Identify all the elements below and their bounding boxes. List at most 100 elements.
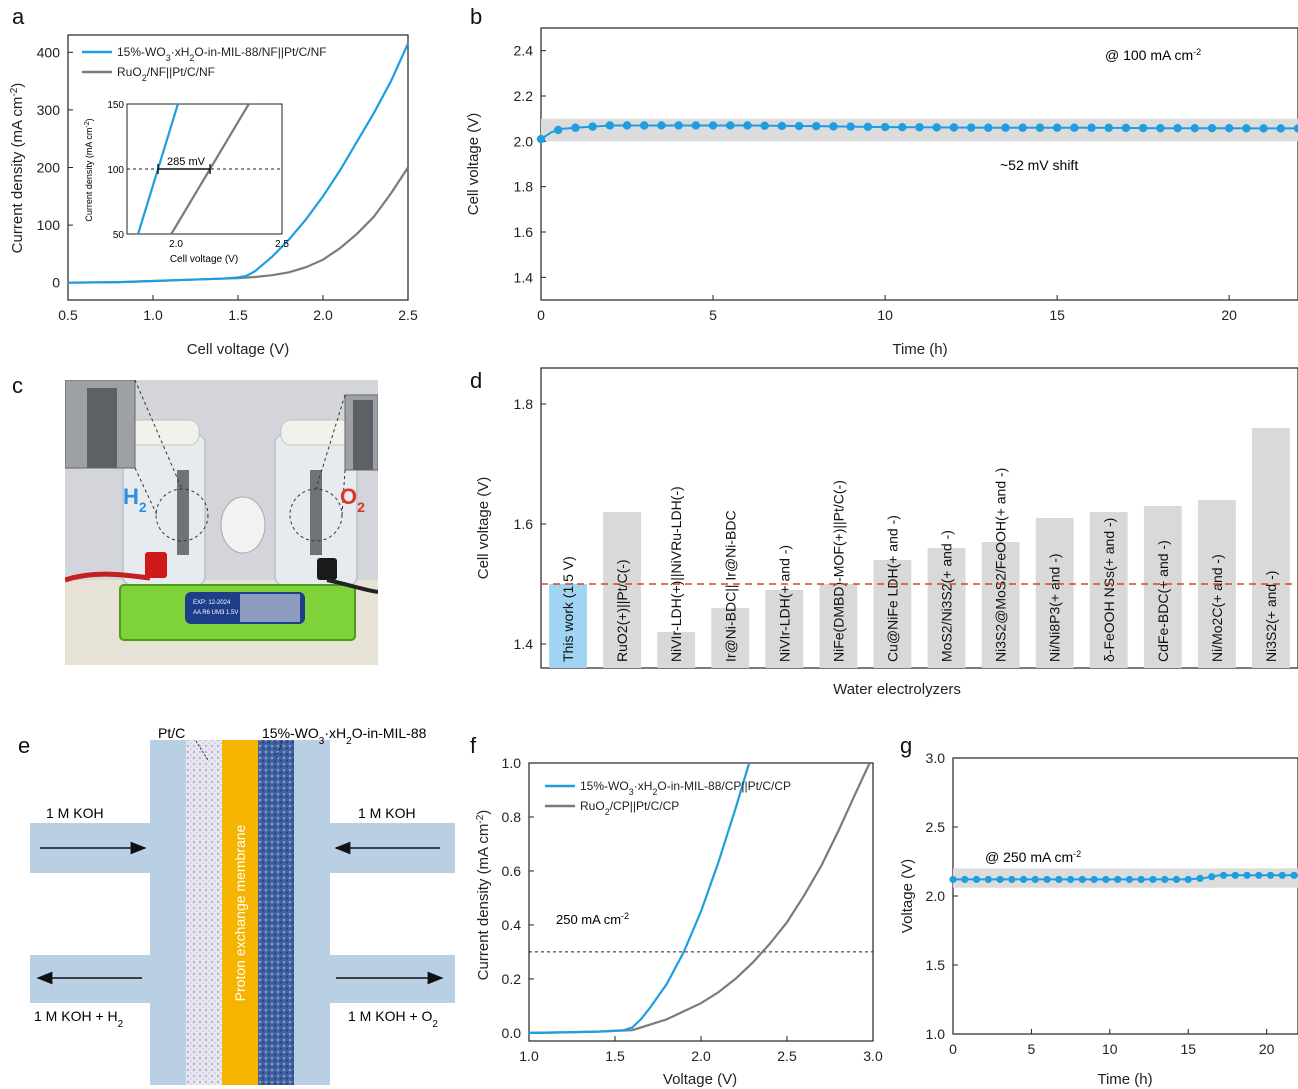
stability-point [915,123,924,132]
bar-label: Ni3S2@MoS2/FeOOH(+ and -) [993,468,1009,662]
bar [927,548,966,668]
left-cap [128,419,200,446]
bar-label: Ni/Ni8P3(+ and -) [1047,553,1063,662]
panel-a-inset: 2.0 2.5 150 100 50 Cell voltage (V) Curr… [84,100,290,265]
panel-e: e Proton exchange membrane 1 M KOH 1 M K… [18,725,455,1085]
panel-b-x-ticks: 0 5 10 15 20 [537,295,1237,323]
y-tick-label: 1.4 [514,636,534,652]
stability-point [961,875,969,884]
panel-b-frame [540,27,1298,301]
membrane-label: Proton exchange membrane [232,824,248,1001]
stability-point [1276,124,1285,133]
h2-label: H2 [123,484,147,515]
panel-g-label: g [900,733,912,758]
x-tick-label: 3.0 [863,1048,883,1064]
panel-a-x-ticks: 0.5 1.0 1.5 2.0 2.5 [58,295,418,323]
stability-point [829,122,838,131]
stability-point [691,121,701,130]
stability-point [536,134,546,144]
stability-point [1219,871,1228,879]
y-tick-label: 200 [37,160,61,176]
center-connector [220,496,266,554]
panel-a: a 0.5 1.0 1.5 2.0 2.5 0 100 200 300 400 Cell vol… [9,4,418,358]
panel-d-bars: This work (1.5 V) RuO2(+)||Pt/C(-) NiVIr-L… [549,428,1290,668]
wo3-electrode [258,740,294,1085]
series-wo3-nf [67,43,410,284]
x-tick-label: 15 [1049,307,1065,323]
stability-point [1266,871,1275,879]
stability-point [1090,875,1098,884]
y-tick-label: 0.4 [502,917,522,933]
y-tick-label: 0.0 [502,1025,522,1041]
x-tick-label: 0.5 [58,307,78,323]
bar-label: CdFe-BDC(+ and -) [1155,540,1171,662]
bar-label: Ni3S2(+ and -) [1263,571,1279,662]
panel-f-series [528,762,873,1034]
bar [657,632,696,668]
y-tick-label: 1.5 [926,957,946,973]
stability-point [1001,123,1010,132]
bar-label: Ir@Ni-BDC|| Ir@Ni-BDC [722,510,738,662]
panel-a-y-ticks: 0 100 200 300 400 [37,44,73,291]
proton-exchange-membrane [222,740,258,1085]
panel-b-label: b [470,4,482,29]
panel-f-x-ticks: 1.0 1.5 2.0 2.5 3.0 [519,1036,883,1064]
y-tick-label: 300 [37,102,61,118]
stability-point [1243,871,1251,879]
stability-point [972,875,981,884]
stability-point [1078,875,1086,884]
right-electrode [310,470,322,555]
outlet-left [30,955,150,1003]
stability-point [622,121,632,130]
stability-point [1138,123,1148,133]
stability-point [743,121,752,130]
electrolyzer-photo: H2 O2 EXP: 12-2024 AA R6 UM3 1.5V [65,380,378,665]
stability-point [846,122,855,131]
x-tick-label: 1.0 [519,1048,539,1064]
x-tick-label: 15 [1180,1041,1196,1057]
panel-b-series [536,121,1298,144]
y-tick-label: 400 [37,44,61,60]
bar-label: NiVIr-LDH(+)||NiVRu-LDH(-) [668,486,684,662]
panel-g-x-ticks: 0 5 10 15 20 [949,1029,1275,1057]
y-tick-label: 1.0 [926,1026,946,1042]
black-terminal [317,558,337,580]
right-zoom-electrode [353,400,373,470]
x-tick-label: 10 [877,307,893,323]
stability-point [898,122,907,132]
y-tick-label: 0.8 [502,809,522,825]
bar [765,590,804,668]
y-tick-label: 2.5 [926,819,946,835]
stability-point [1190,123,1199,133]
panel-a-label: a [12,4,25,29]
stability-point [1172,875,1181,884]
x-tick-label: 10 [1102,1041,1118,1057]
x-tick-label: 0 [949,1041,957,1057]
stability-point [726,121,735,130]
stability-point [1161,875,1169,884]
stability-point [880,122,890,132]
stability-point [1125,875,1134,884]
y-tick-label: 3.0 [926,750,946,766]
panel-d-xlabel: Water electrolyzers [833,681,961,698]
bar-label: Ni/Mo2C(+ and -) [1209,554,1225,662]
stability-point [863,122,873,132]
stability-point [1104,123,1113,133]
y-tick-label: 1.6 [514,224,534,240]
panel-b-ylabel: Cell voltage (V) [465,113,482,216]
stability-point [794,121,804,131]
f-legend-entry-1: 15%-WO3·xH2O-in-MIL-88/CP||Pt/C/CP [580,779,791,797]
stability-point [1035,123,1045,132]
legend-entry-2: RuO2/NF||Pt/C/NF [117,65,215,83]
y-tick-label: 0.2 [502,971,522,987]
panel-f: f 1.0 1.5 2.0 2.5 3.0 0.0 0.2 0.4 0.6 0.8 1.0 Vol… [470,733,883,1088]
x-tick-label: 20 [1221,307,1237,323]
catalyst-label: 15%-WO3·xH2O-in-MIL-88 [262,725,427,747]
inset-ytick-150: 150 [107,100,124,111]
bar [1089,512,1128,668]
x-tick-label: 20 [1259,1041,1275,1057]
x-tick-label: 1.5 [228,307,248,323]
y-tick-label: 0 [52,275,60,291]
y-tick-label: 1.8 [514,179,534,195]
